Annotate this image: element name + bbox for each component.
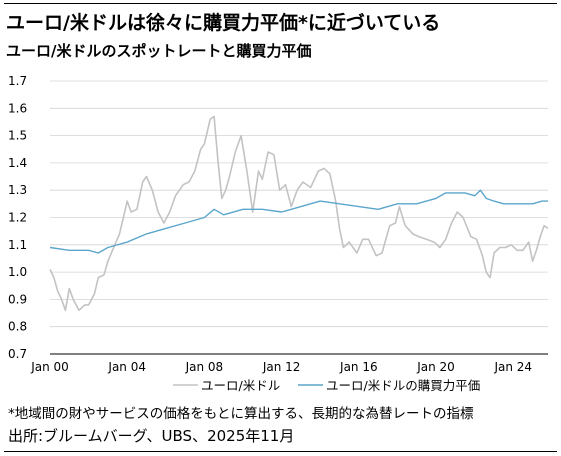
x-tick-label: Jan 16: [339, 360, 378, 374]
y-tick-label: 1.5: [8, 129, 27, 143]
y-tick-label: 1.2: [8, 211, 27, 225]
y-tick-label: 1.0: [8, 265, 27, 279]
y-tick-label: 1.1: [8, 238, 27, 252]
x-tick-label: Jan 08: [185, 360, 224, 374]
y-tick-label: 1.4: [8, 156, 27, 170]
x-axis-tick-labels: Jan 00 Jan 04 Jan 08 Jan 12 Jan 16 Jan 20 Jan …: [30, 360, 532, 374]
y-tick-label: 0.8: [8, 320, 27, 334]
x-tick-label: Jan 00: [30, 360, 69, 374]
y-tick-label: 0.7: [8, 347, 27, 361]
chart-title: ユーロ/米ドルは徐々に購買力平価*に近づいている: [6, 12, 441, 34]
legend: ユーロ/米ドル ユーロ/米ドルの購買力平価: [173, 378, 480, 393]
y-tick-label: 0.9: [8, 292, 27, 306]
line-chart: 0.7 0.8 0.9 1.0 1.1 1.2 1.3 1.4 1.5 1.6 1.7 Jan 00…: [8, 74, 549, 393]
y-tick-label: 1.3: [8, 183, 27, 197]
legend-label-spot: ユーロ/米ドル: [201, 378, 280, 393]
gridlines: [50, 80, 548, 328]
x-tick-label: Jan 12: [262, 360, 301, 374]
legend-label-ppp: ユーロ/米ドルの購買力平価: [326, 378, 480, 393]
y-tick-label: 1.6: [8, 101, 27, 115]
series-lines: [49, 115, 549, 312]
chart-subtitle: ユーロ/米ドルのスポットレートと購買力平価: [6, 42, 312, 60]
x-tick-label: Jan 20: [416, 360, 455, 374]
x-tick-label: Jan 24: [493, 360, 532, 374]
bottom-rule: [4, 451, 557, 452]
footnote: *地域間の財やサービスの価格をもとに算出する、長期的な為替レートの指標: [8, 406, 474, 422]
x-tick-label: Jan 04: [107, 360, 146, 374]
series-line-ppp: [49, 189, 548, 254]
top-rule: [4, 3, 557, 4]
source-note: 出所:ブルームバーグ、UBS、2025年11月: [8, 427, 295, 445]
y-tick-label: 1.7: [8, 74, 27, 88]
series-line-spot: [49, 115, 549, 312]
y-axis-tick-labels: 0.7 0.8 0.9 1.0 1.1 1.2 1.3 1.4 1.5 1.6 1.7: [8, 74, 27, 361]
